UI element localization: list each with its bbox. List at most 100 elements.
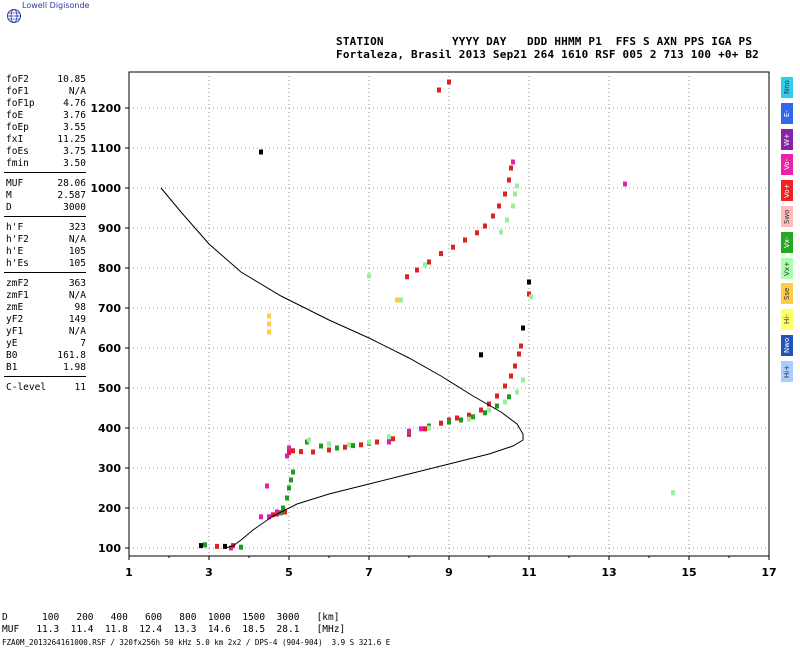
- param-name: B0: [6, 350, 18, 361]
- param-h-e: h'E 105: [6, 246, 86, 258]
- echo-point: [515, 183, 519, 189]
- param-value: 363: [68, 278, 86, 289]
- panel-divider: [4, 216, 86, 217]
- param-value: N/A: [68, 234, 86, 245]
- echo-point: [509, 165, 513, 171]
- echo-point: [505, 217, 509, 223]
- echo-point: [199, 543, 203, 549]
- legend-label: Vx+: [783, 260, 791, 276]
- echo-point: [259, 149, 263, 155]
- param-name: fmin: [6, 158, 29, 169]
- echo-point: [289, 477, 293, 483]
- legend-label: Hi-: [783, 314, 791, 325]
- param-name: D: [6, 202, 12, 213]
- param-value: 2.587: [57, 190, 86, 201]
- y-tick-label: 500: [98, 382, 121, 395]
- echo-point: [495, 393, 499, 399]
- echo-point: [343, 444, 347, 450]
- param-value: 3.55: [63, 122, 86, 133]
- echo-point: [529, 294, 533, 300]
- echo-point: [509, 373, 513, 379]
- param-value: 4.76: [63, 98, 86, 109]
- legend-item: W+: [781, 128, 793, 150]
- param-name: foF2: [6, 74, 29, 85]
- param-value: 11.25: [57, 134, 86, 145]
- param-muf: MUF 28.06: [6, 178, 86, 190]
- param-foes: foEs 3.75: [6, 146, 86, 158]
- echo-point: [391, 436, 395, 442]
- param-name: yF1: [6, 326, 24, 337]
- legend-label: Vx-: [783, 236, 791, 249]
- param-yf1: yF1 N/A: [6, 326, 86, 338]
- legend-item: E-: [781, 102, 793, 124]
- param-fof1p: foF1p 4.76: [6, 98, 86, 110]
- legend-item: Vo+: [781, 180, 793, 202]
- echo-point: [423, 262, 427, 268]
- param-h-es: h'Es 105: [6, 258, 86, 270]
- echo-point: [281, 505, 285, 511]
- x-tick-label: 1: [125, 566, 133, 579]
- distance-row: D 100 200 400 600 800 1000 1500 3000 [km…: [2, 612, 340, 623]
- echo-point: [427, 425, 431, 431]
- echo-point: [259, 514, 263, 520]
- legend-label: Nwo: [783, 337, 791, 354]
- echo-point: [287, 485, 291, 491]
- header-values: Fortaleza, Brasil 2013 Sep21 264 1610 RS…: [336, 48, 759, 61]
- echo-point: [475, 230, 479, 236]
- echo-point: [483, 223, 487, 229]
- param-b1: B1 1.98: [6, 362, 86, 374]
- echo-point: [623, 181, 627, 187]
- param-name: foF1p: [6, 98, 35, 109]
- param-name: foF1: [6, 86, 29, 97]
- y-tick-label: 800: [98, 262, 121, 275]
- param-value: 11: [74, 382, 86, 393]
- echo-point: [517, 351, 521, 357]
- param-value: N/A: [68, 290, 86, 301]
- param-name: h'F: [6, 222, 24, 233]
- file-info: FZA0M_2013264161000.RSF / 320fx256h 50 k…: [2, 638, 391, 647]
- param-name: yE: [6, 338, 18, 349]
- echo-point: [447, 79, 451, 85]
- echo-point: [507, 394, 511, 400]
- echo-point: [387, 434, 391, 440]
- echo-point: [267, 329, 271, 335]
- legend-label: Vo+: [783, 183, 791, 198]
- param-value: 149: [68, 314, 86, 325]
- echo-point: [507, 177, 511, 183]
- param-h-f: h'F 323: [6, 222, 86, 234]
- param-value: N/A: [68, 86, 86, 97]
- echo-point: [223, 543, 227, 549]
- echo-point: [405, 274, 409, 280]
- y-tick-label: 900: [98, 222, 121, 235]
- legend-label: Sse: [783, 287, 791, 301]
- echo-point: [267, 514, 271, 520]
- echo-point: [483, 410, 487, 416]
- param-yf2: yF2 149: [6, 314, 86, 326]
- echo-point: [239, 544, 243, 550]
- echo-point: [299, 449, 303, 455]
- echo-point: [459, 417, 463, 423]
- legend-label: W+: [783, 132, 791, 146]
- y-tick-label: 200: [98, 502, 121, 515]
- echo-point: [513, 191, 517, 197]
- param-name: MUF: [6, 178, 24, 189]
- echo-point: [511, 159, 515, 165]
- echo-point: [479, 352, 483, 358]
- echo-point: [419, 426, 423, 432]
- echo-point: [503, 191, 507, 197]
- param-value: 10.85: [57, 74, 86, 85]
- echo-point: [265, 483, 269, 489]
- echo-point: [415, 267, 419, 273]
- echo-point: [495, 403, 499, 409]
- param-name: fxI: [6, 134, 24, 145]
- echo-point: [671, 490, 675, 496]
- param-name: foEs: [6, 146, 29, 157]
- echo-point: [335, 445, 339, 451]
- echo-point: [439, 251, 443, 257]
- logo-text: Lowell Digisonde: [22, 1, 90, 10]
- echo-point: [279, 510, 283, 516]
- param-fxi: fxI 11.25: [6, 134, 86, 146]
- echo-point: [347, 442, 351, 448]
- y-tick-label: 1000: [90, 182, 121, 195]
- echo-point: [359, 442, 363, 448]
